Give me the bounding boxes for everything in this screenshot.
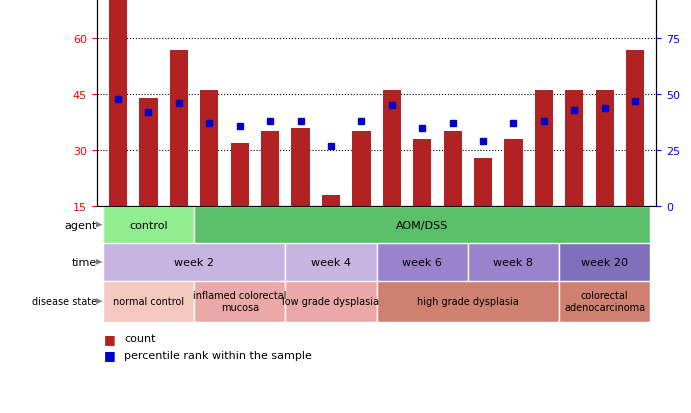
Bar <box>231 143 249 206</box>
Text: week 6: week 6 <box>402 257 442 267</box>
Text: high grade dysplasia: high grade dysplasia <box>417 297 519 306</box>
Bar <box>170 50 188 206</box>
Bar <box>559 281 650 322</box>
Bar <box>474 158 492 206</box>
Bar <box>377 281 559 322</box>
Bar <box>444 132 462 206</box>
Bar <box>261 132 279 206</box>
Bar <box>103 281 194 322</box>
Text: AOM/DSS: AOM/DSS <box>396 220 448 230</box>
Bar <box>504 140 522 206</box>
Text: colorectal
adenocarcinoma: colorectal adenocarcinoma <box>564 291 645 312</box>
Bar <box>194 281 285 322</box>
Bar <box>535 91 553 206</box>
Bar <box>194 206 650 244</box>
Bar <box>596 91 614 206</box>
Bar <box>352 132 370 206</box>
Text: inflamed colorectal
mucosa: inflamed colorectal mucosa <box>193 291 287 312</box>
Bar <box>559 244 650 281</box>
Bar <box>140 99 158 206</box>
Text: normal control: normal control <box>113 297 184 306</box>
Text: week 4: week 4 <box>311 257 351 267</box>
Text: time: time <box>72 257 97 267</box>
Bar <box>413 140 431 206</box>
Text: disease state: disease state <box>32 297 97 306</box>
Bar <box>626 50 644 206</box>
Bar <box>285 244 377 281</box>
Text: ■: ■ <box>104 332 115 345</box>
Bar <box>377 244 468 281</box>
Bar <box>103 206 194 244</box>
Bar <box>103 244 285 281</box>
Bar <box>565 91 583 206</box>
Bar <box>383 91 401 206</box>
Bar <box>200 91 218 206</box>
Text: agent: agent <box>65 220 97 230</box>
Bar <box>109 0 127 206</box>
Text: week 8: week 8 <box>493 257 533 267</box>
Text: control: control <box>129 220 168 230</box>
Bar <box>322 195 340 206</box>
Bar <box>468 244 559 281</box>
Text: week 20: week 20 <box>581 257 628 267</box>
Text: count: count <box>124 334 156 344</box>
Bar <box>292 128 310 206</box>
Text: ■: ■ <box>104 349 115 362</box>
Text: low grade dysplasia: low grade dysplasia <box>283 297 379 306</box>
Text: percentile rank within the sample: percentile rank within the sample <box>124 350 312 360</box>
Bar <box>285 281 377 322</box>
Text: week 2: week 2 <box>174 257 214 267</box>
